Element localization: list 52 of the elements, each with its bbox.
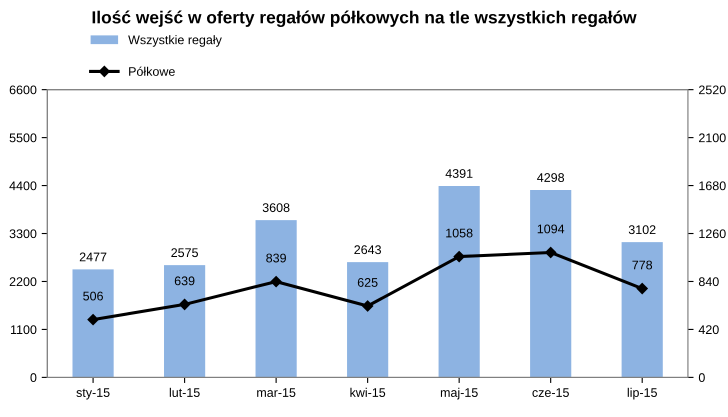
bar <box>164 265 206 378</box>
chart-title: Ilość wejść w oferty regałów półkowych na tle wszystkich regałów <box>92 10 637 27</box>
bar <box>72 269 114 378</box>
y2-tick-label: 2100 <box>699 133 726 142</box>
data-label: 839 <box>266 254 286 262</box>
data-label: 639 <box>174 276 194 286</box>
y2-tick-label: 1680 <box>699 181 726 190</box>
y-tick-label: 3300 <box>10 229 36 238</box>
y-tick-label: 6600 <box>10 85 36 94</box>
x-tick-label: lip-15 <box>628 388 657 400</box>
data-label: 4391 <box>446 169 472 178</box>
bar <box>438 186 480 378</box>
x-tick-label: cze-15 <box>532 388 569 397</box>
data-label: 506 <box>83 292 103 300</box>
point <box>454 250 465 262</box>
point <box>87 314 99 326</box>
x-tick-label: lut-15 <box>170 388 200 397</box>
data-label: 2477 <box>80 252 106 262</box>
y-tick-label: 1100 <box>10 325 36 334</box>
data-label: 4298 <box>537 173 564 182</box>
x-tick-label: mar-15 <box>257 388 296 397</box>
y-tick-label: 4400 <box>9 181 36 190</box>
legend-label: Półkowe <box>129 66 175 76</box>
y-tick-label: 2200 <box>10 277 36 286</box>
bar <box>530 190 572 378</box>
y2-tick-label: 0 <box>698 373 705 382</box>
y2-tick-label: 1260 <box>699 229 726 238</box>
data-label: 625 <box>358 278 378 287</box>
bar <box>622 242 663 378</box>
y2-tick-label: 420 <box>698 325 719 334</box>
data-label: 778 <box>632 260 652 270</box>
point <box>362 300 374 312</box>
y-tick-label: 0 <box>30 373 36 382</box>
point <box>636 282 648 294</box>
y2-tick-label: 840 <box>698 277 719 286</box>
x-tick-label: maj-15 <box>440 388 478 400</box>
data-label: 3102 <box>628 225 656 234</box>
x-tick-label: kwi-15 <box>350 388 386 397</box>
data-label: 2643 <box>354 245 381 254</box>
data-label: 1094 <box>538 224 564 234</box>
y-tick-label: 5500 <box>10 133 36 142</box>
data-label: 3608 <box>262 203 290 212</box>
bar <box>347 262 388 378</box>
point <box>178 298 190 310</box>
y2-tick-label: 2520 <box>699 85 726 94</box>
point <box>545 246 556 258</box>
legend-label: Wszystkie regały <box>128 35 222 47</box>
bar <box>256 220 297 378</box>
data-label: 1058 <box>446 228 473 238</box>
point <box>270 276 282 288</box>
x-tick-label: sty-15 <box>76 388 110 400</box>
data-label: 2575 <box>171 248 198 258</box>
